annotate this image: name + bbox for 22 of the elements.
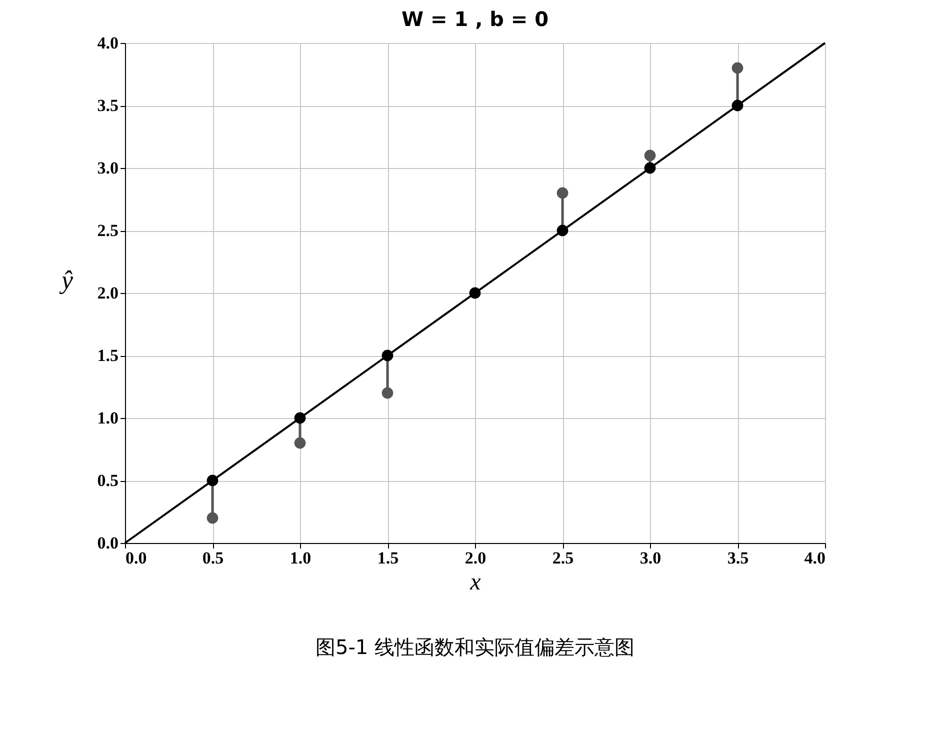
x-tick-label: 0.5 bbox=[202, 548, 224, 568]
y-tick-label: 1.0 bbox=[97, 408, 118, 428]
x-tick-label: 2.0 bbox=[464, 548, 486, 568]
y-tick-label: 4.0 bbox=[97, 34, 118, 52]
x-tick-label: 1.5 bbox=[377, 548, 399, 568]
x-tick-label: 4.0 bbox=[804, 548, 826, 568]
y-axis-title: ŷ bbox=[58, 266, 74, 294]
y-tick-label: 1.5 bbox=[97, 346, 118, 365]
x-tick-label: 0.0 bbox=[126, 548, 147, 568]
y-tick-label: 2.0 bbox=[97, 284, 118, 302]
y-tick-label: 3.5 bbox=[97, 96, 118, 115]
x-tick-label: 1.0 bbox=[290, 548, 312, 568]
x-tick-label: 3.0 bbox=[640, 548, 662, 568]
x-tick-label: 3.5 bbox=[727, 548, 749, 568]
caption: 图5-1 线性函数和实际值偏差示意图 bbox=[315, 635, 635, 659]
x-axis-title: x bbox=[469, 570, 482, 596]
y-tick-label: 0.0 bbox=[97, 534, 118, 552]
y-tick-label: 3.0 bbox=[97, 158, 118, 178]
y-tick-label: 2.5 bbox=[97, 221, 118, 240]
y-tick-label: 0.5 bbox=[97, 471, 118, 490]
chart-title: W = 1 , b = 0 bbox=[401, 7, 549, 31]
x-tick-label: 2.5 bbox=[552, 548, 574, 568]
